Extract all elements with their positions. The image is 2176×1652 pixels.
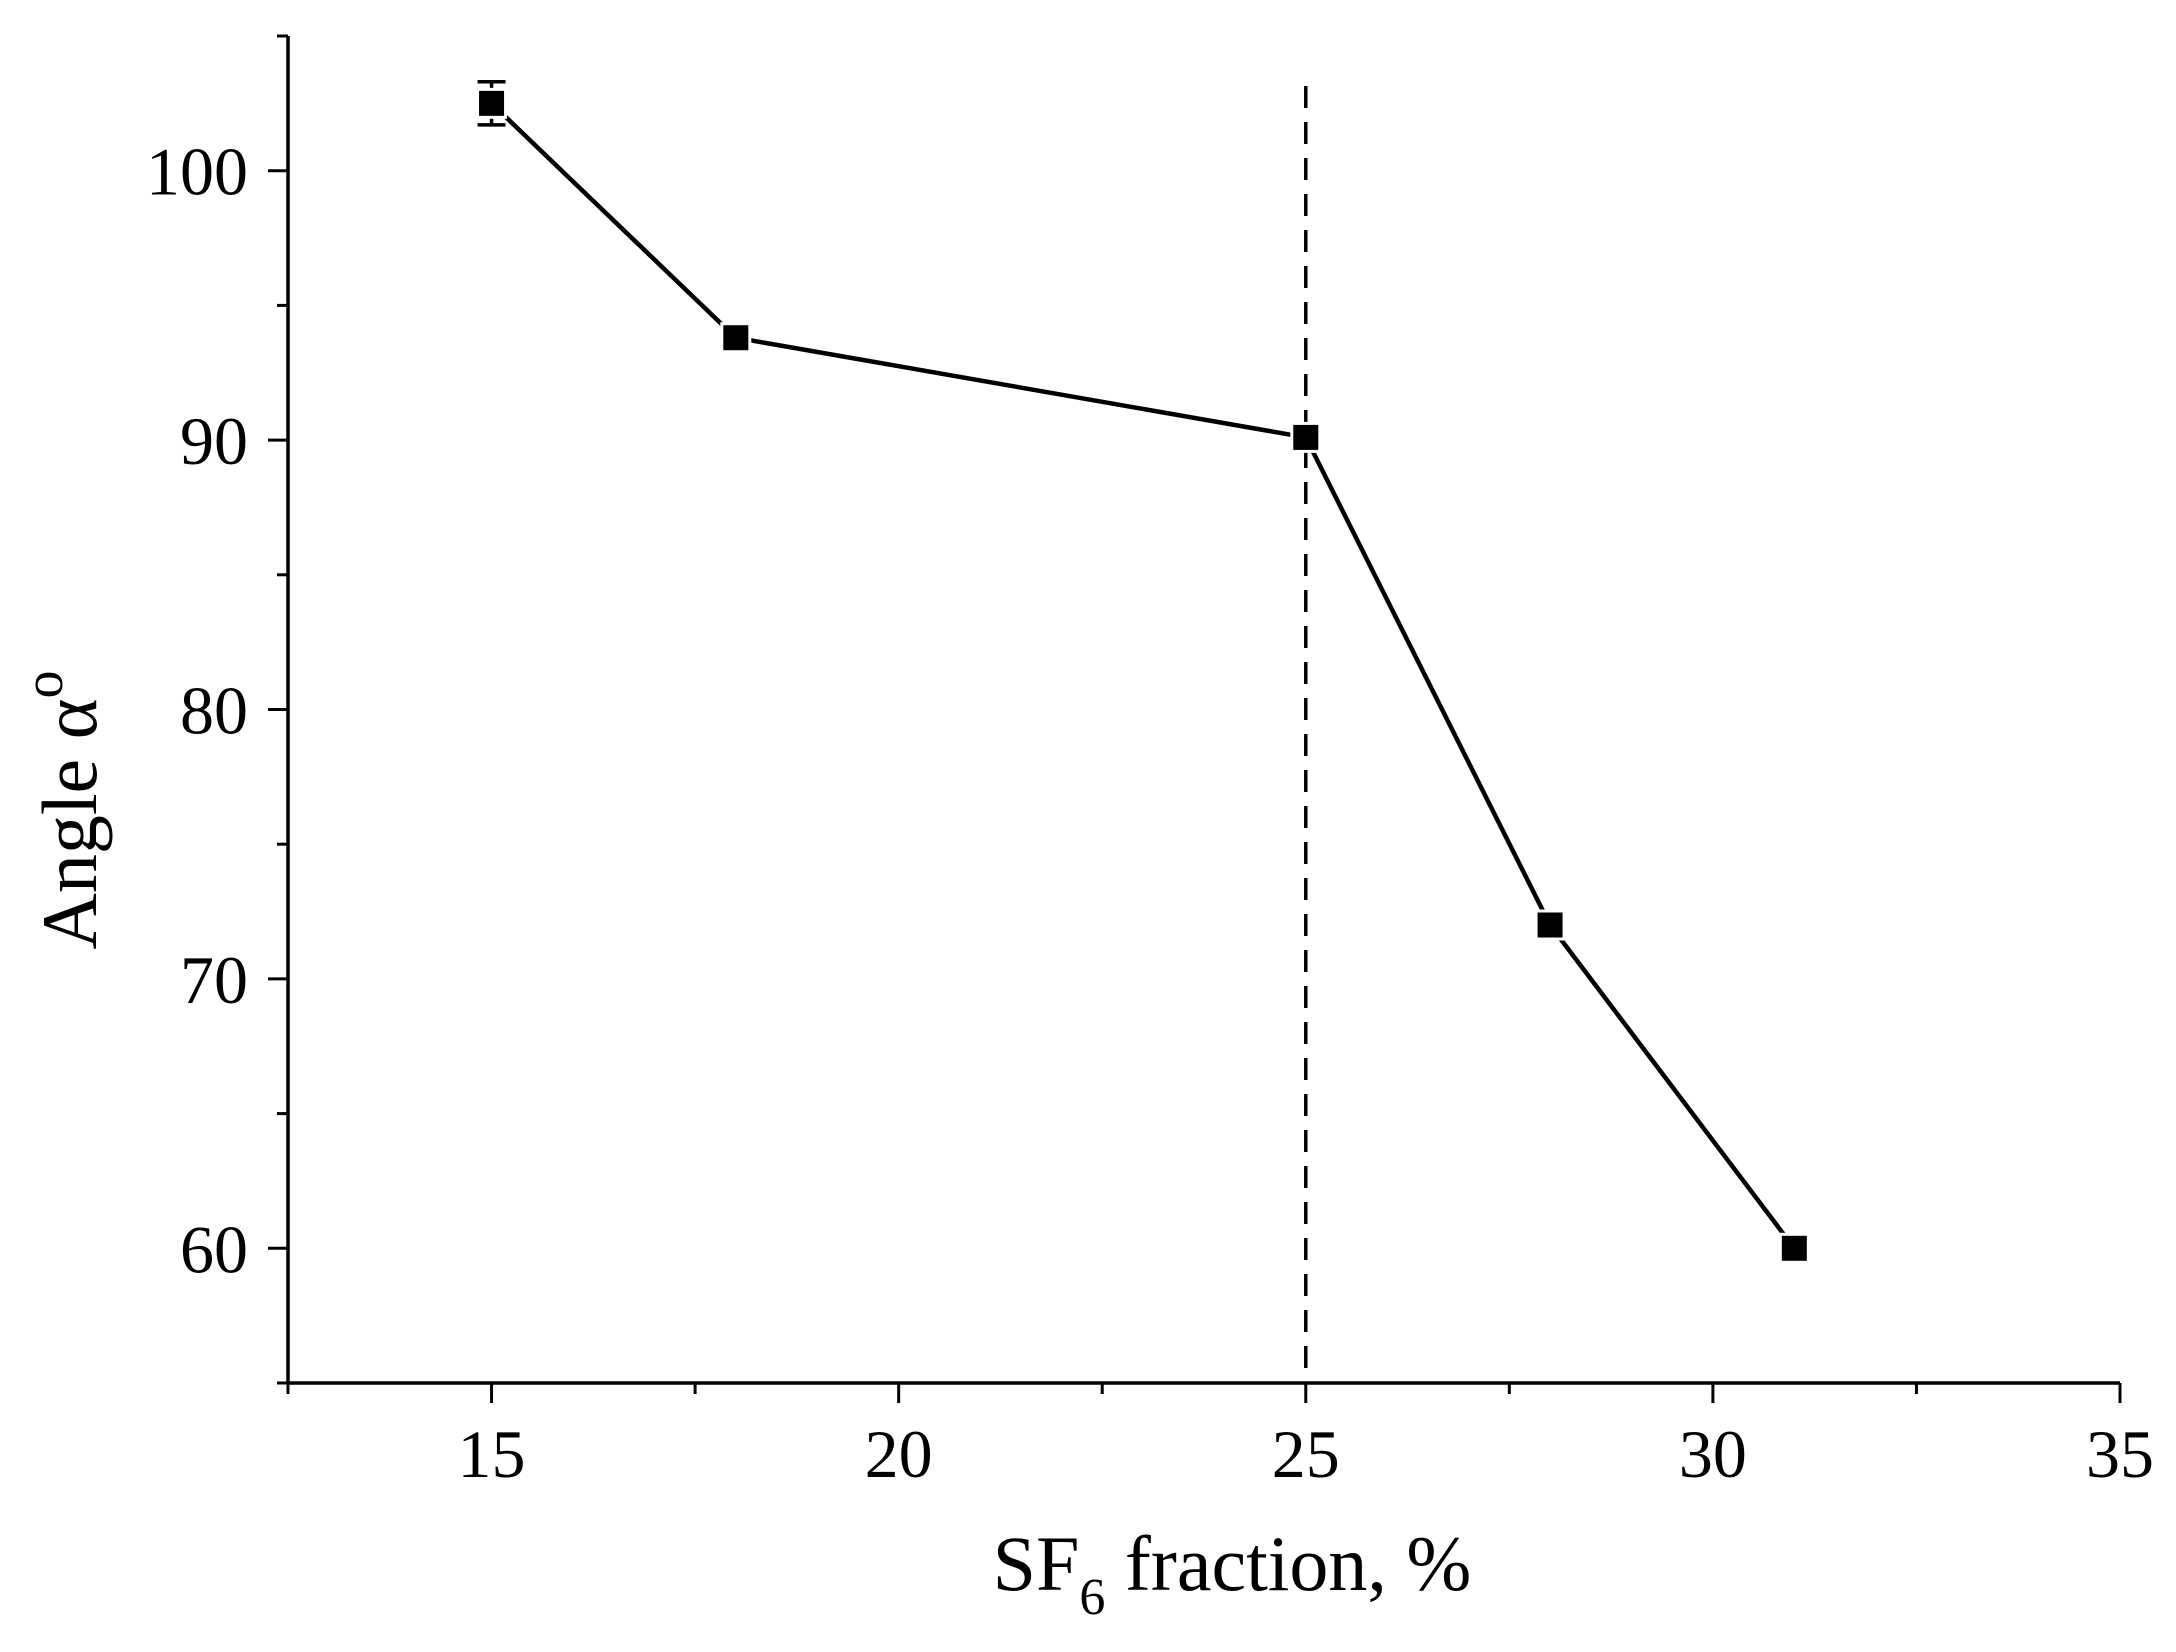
y-tick-label: 70	[180, 942, 248, 1018]
x-axis-title: SF6 fraction, %	[993, 1520, 1472, 1626]
x-tick-label: 30	[1679, 1416, 1747, 1492]
y-tick-label: 90	[180, 403, 248, 479]
data-point	[720, 322, 752, 354]
data-point	[1290, 421, 1322, 453]
data-point	[1778, 1232, 1810, 1264]
x-tick-label: 20	[865, 1416, 933, 1492]
series-line	[489, 101, 1797, 1250]
data-point	[476, 87, 508, 119]
y-axis-title: Angle αo	[13, 671, 113, 950]
x-tick-label: 15	[458, 1416, 526, 1492]
y-tick-label: 60	[180, 1211, 248, 1287]
x-tick-label: 35	[2086, 1416, 2154, 1492]
y-tick-label: 100	[146, 134, 248, 210]
ticks	[268, 34, 2122, 1403]
tick-labels: 15 20 25 30 35 60 70 80 90 100	[146, 134, 2154, 1492]
data-point	[1534, 909, 1566, 941]
series	[476, 80, 1810, 1264]
axes	[286, 36, 2120, 1385]
x-tick-label: 25	[1272, 1416, 1340, 1492]
y-tick-label: 80	[180, 673, 248, 749]
